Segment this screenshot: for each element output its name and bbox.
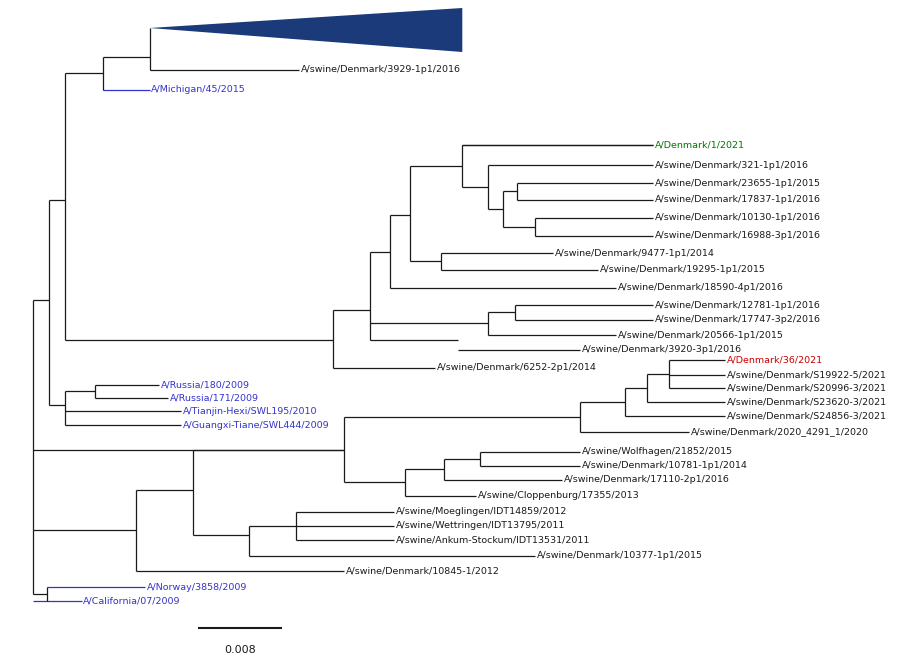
Text: A/Russia/180/2009: A/Russia/180/2009 [160,380,249,389]
Text: A/swine/Wettringen/IDT13795/2011: A/swine/Wettringen/IDT13795/2011 [396,521,565,531]
Text: A/swine/Denmark/3920-3p1/2016: A/swine/Denmark/3920-3p1/2016 [582,346,742,354]
Text: A/Guangxi-Tiane/SWL444/2009: A/Guangxi-Tiane/SWL444/2009 [183,421,329,429]
Text: A/swine/Wolfhagen/21852/2015: A/swine/Wolfhagen/21852/2015 [582,448,734,456]
Text: A/Denmark/36/2021: A/Denmark/36/2021 [727,356,824,364]
Text: A/swine/Denmark/9477-1p1/2014: A/swine/Denmark/9477-1p1/2014 [554,248,715,258]
Text: A/swine/Denmark/10845-1/2012: A/swine/Denmark/10845-1/2012 [346,566,500,576]
Text: A/swine/Cloppenburg/17355/2013: A/swine/Cloppenburg/17355/2013 [478,491,640,501]
Text: A/Russia/171/2009: A/Russia/171/2009 [169,393,258,403]
Polygon shape [149,8,463,52]
Text: A/Norway/3858/2009: A/Norway/3858/2009 [147,582,248,592]
Text: A/Michigan/45/2015: A/Michigan/45/2015 [151,85,246,95]
Text: A/swine/Ankum-Stockum/IDT13531/2011: A/swine/Ankum-Stockum/IDT13531/2011 [396,535,590,544]
Text: A/Denmark/1/2021: A/Denmark/1/2021 [654,140,744,150]
Text: A/swine/Denmark/16988-3p1/2016: A/swine/Denmark/16988-3p1/2016 [654,231,821,240]
Text: A/swine/Denmark/17837-1p1/2016: A/swine/Denmark/17837-1p1/2016 [654,195,821,205]
Text: A/swine/Denmark/6252-2p1/2014: A/swine/Denmark/6252-2p1/2014 [436,364,597,372]
Text: 0.008: 0.008 [224,645,256,655]
Text: A/swine/Denmark/20566-1p1/2015: A/swine/Denmark/20566-1p1/2015 [618,331,784,340]
Text: A/swine/Denmark/17747-3p2/2016: A/swine/Denmark/17747-3p2/2016 [654,315,821,325]
Text: A/California/07/2009: A/California/07/2009 [84,597,181,605]
Text: A/swine/Denmark/S20996-3/2021: A/swine/Denmark/S20996-3/2021 [727,384,887,393]
Text: A/swine/Denmark/S24856-3/2021: A/swine/Denmark/S24856-3/2021 [727,411,887,421]
Text: A/swine/Denmark/S19922-5/2021: A/swine/Denmark/S19922-5/2021 [727,370,886,380]
Text: A/Tianjin-Hexi/SWL195/2010: A/Tianjin-Hexi/SWL195/2010 [183,407,318,415]
Text: A/swine/Denmark/12781-1p1/2016: A/swine/Denmark/12781-1p1/2016 [654,301,820,309]
Text: A/swine/Denmark/2020_4291_1/2020: A/swine/Denmark/2020_4291_1/2020 [690,427,868,437]
Text: A/swine/Denmark/18590-4p1/2016: A/swine/Denmark/18590-4p1/2016 [618,284,784,293]
Text: A/swine/Denmark/10781-1p1/2014: A/swine/Denmark/10781-1p1/2014 [582,462,748,470]
Text: A/swine/Denmark/17110-2p1/2016: A/swine/Denmark/17110-2p1/2016 [563,476,730,484]
Text: A/swine/Denmark/10130-1p1/2016: A/swine/Denmark/10130-1p1/2016 [654,213,821,223]
Text: A/swine/Denmark/S23620-3/2021: A/swine/Denmark/S23620-3/2021 [727,397,887,407]
Text: A/swine/Denmark/23655-1p1/2015: A/swine/Denmark/23655-1p1/2015 [654,178,821,187]
Text: A/swine/Denmark/19295-1p1/2015: A/swine/Denmark/19295-1p1/2015 [600,266,766,274]
Text: A/swine/Denmark/321-1p1/2016: A/swine/Denmark/321-1p1/2016 [654,160,808,170]
Text: A/swine/Moeglingen/IDT14859/2012: A/swine/Moeglingen/IDT14859/2012 [396,507,568,517]
Text: A/swine/Denmark/3929-1p1/2016: A/swine/Denmark/3929-1p1/2016 [301,66,461,74]
Text: A/swine/Denmark/10377-1p1/2015: A/swine/Denmark/10377-1p1/2015 [536,552,703,560]
